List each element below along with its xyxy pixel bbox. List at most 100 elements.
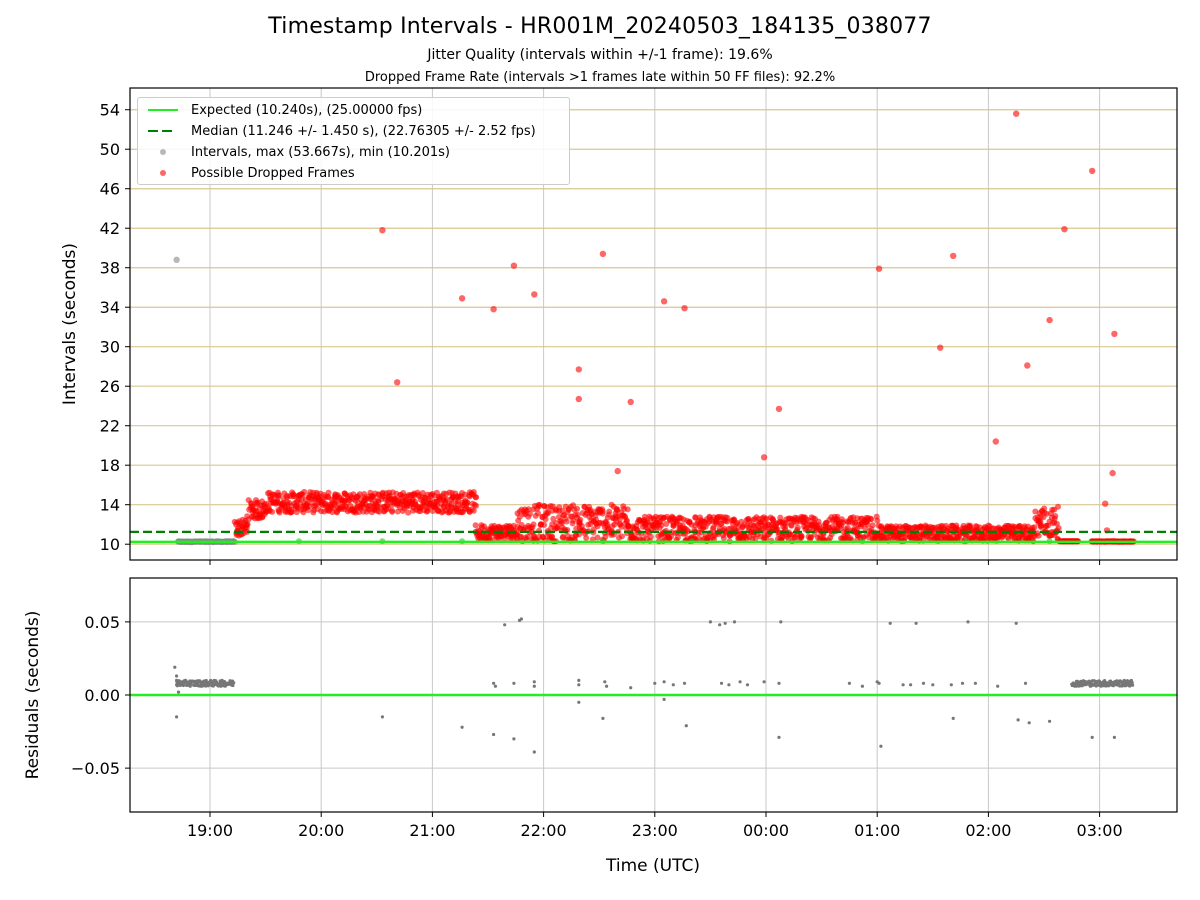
- dropped-frame-point: [1052, 513, 1059, 519]
- dropped-frame-point: [470, 507, 477, 514]
- dropped-frame-point: [536, 501, 543, 508]
- residual-point: [1048, 719, 1052, 723]
- residual-point: [931, 683, 935, 687]
- residual-point: [847, 681, 852, 685]
- dropped-frame-point: [554, 523, 561, 530]
- residual-point: [888, 621, 892, 625]
- dropped-frame-point: [618, 523, 625, 530]
- top-panel-plot: [130, 110, 1177, 546]
- dropped-frame-point: [647, 533, 654, 540]
- dropped-frame-point: [641, 513, 648, 520]
- residual-point: [1016, 718, 1020, 722]
- dropped-frame-point: [329, 509, 336, 516]
- dropped-frame-point: [301, 488, 308, 495]
- dropped-frame-point: [834, 513, 841, 520]
- residual-point: [973, 681, 978, 685]
- dropped-frame-point: [389, 508, 396, 515]
- dropped-frame-point: [288, 506, 295, 513]
- x-tick-label: 21:00: [409, 821, 455, 840]
- legend-item-intervals: Intervals, max (53.667s), min (10.201s): [146, 142, 450, 162]
- dropped-frame-point: [464, 499, 471, 506]
- dropped-frame-point: [724, 514, 731, 521]
- dropped-frame-outlier-point: [1109, 469, 1116, 477]
- top-y-tick-label: 30: [100, 338, 120, 357]
- dropped-frame-point: [356, 491, 363, 498]
- top-y-tick-label: 22: [100, 417, 120, 436]
- residual-point: [532, 680, 536, 684]
- top-y-tick-label: 18: [100, 456, 120, 475]
- residual-point: [175, 678, 179, 683]
- dropped-frame-point: [625, 522, 632, 529]
- dropped-frame-point: [570, 502, 577, 509]
- dropped-frame-outlier-point: [458, 295, 466, 302]
- top-panel-frame: [129, 87, 1178, 561]
- dropped-frame-point: [668, 533, 675, 540]
- residual-point: [601, 716, 605, 721]
- dropped-frame-outlier-point: [490, 306, 497, 313]
- dropped-frame-point: [599, 506, 606, 513]
- residual-point: [684, 724, 688, 728]
- residual-point: [909, 683, 913, 687]
- residual-point: [745, 683, 750, 687]
- dropped-frame-subtitle: Dropped Frame Rate (intervals >1 frames …: [364, 70, 836, 85]
- dropped-frame-outlier-point: [760, 454, 768, 461]
- dropped-frame-point: [530, 521, 537, 528]
- dropped-frame-point: [869, 522, 876, 529]
- dropped-frame-outlier-point: [775, 405, 783, 413]
- x-tick-label: 23:00: [632, 821, 678, 840]
- residual-point: [181, 683, 185, 688]
- residual-point: [603, 680, 607, 684]
- dropped-frame-point: [269, 508, 276, 515]
- dropped-frame-point: [1055, 525, 1062, 532]
- top-y-tick-label: 26: [100, 377, 120, 396]
- residual-point: [577, 700, 581, 704]
- dropped-frame-point: [473, 494, 480, 501]
- dropped-frame-point: [1031, 524, 1038, 531]
- residual-point: [493, 684, 497, 688]
- residual-point: [727, 683, 731, 687]
- top-y-tick-label: 50: [100, 140, 120, 159]
- bottom-y-tick-label: 0.00: [84, 686, 120, 705]
- residual-point: [173, 665, 177, 669]
- residual-point: [532, 684, 536, 688]
- legend-label-expected: Expected (10.240s), (25.00000 fps): [191, 102, 423, 118]
- residual-point: [1027, 721, 1031, 725]
- dropped-frame-outlier-point: [1111, 330, 1118, 338]
- x-axis: 19:00 20:00 21:00 22:00 23:00 00:00 01:00 02:00…: [187, 812, 1123, 840]
- residual-point: [951, 716, 955, 721]
- residual-point: [175, 674, 179, 678]
- x-tick-label: 00:00: [743, 821, 789, 840]
- bottom-panel-plot: [130, 617, 1177, 754]
- dropped-frame-outlier-point: [1061, 226, 1068, 233]
- residual-point: [577, 683, 581, 687]
- legend-swatch-intervals: [146, 142, 180, 162]
- x-tick-label: 02:00: [965, 821, 1011, 840]
- residual-point: [662, 680, 666, 684]
- x-tick-label: 19:00: [187, 821, 233, 840]
- legend-item-median: Median (11.246 +/- 1.450 s), (22.76305 +…: [146, 121, 536, 141]
- residual-point: [901, 683, 905, 687]
- legend-label-intervals: Intervals, max (53.667s), min (10.201s): [191, 144, 450, 160]
- top-panel-y-axis: 10 14 18 22 26 30 34 38 42 46 50 54: [100, 101, 1101, 565]
- residual-point: [512, 681, 516, 685]
- dropped-frame-outlier-point: [1046, 316, 1053, 324]
- bottom-y-tick-label: 0.05: [84, 613, 120, 632]
- jitter-subtitle: Jitter Quality (intervals within +/-1 fr…: [427, 47, 773, 63]
- dropped-frame-point: [574, 511, 581, 518]
- x-tick-label: 22:00: [521, 821, 567, 840]
- dropped-frame-point: [527, 510, 533, 517]
- residual-point: [220, 678, 224, 683]
- dropped-frame-outlier-point: [599, 250, 607, 258]
- dropped-frame-point: [602, 533, 609, 540]
- x-tick-label: 20:00: [298, 821, 344, 840]
- residual-point: [532, 750, 536, 754]
- dropped-frame-point: [583, 535, 590, 541]
- dropped-frame-outlier-point: [992, 438, 999, 445]
- top-y-axis-label: Intervals (seconds): [60, 243, 80, 405]
- residual-point: [914, 621, 918, 625]
- residual-point: [492, 681, 496, 685]
- residual-point: [777, 681, 781, 685]
- top-y-tick-label: 14: [100, 496, 120, 515]
- dropped-frame-point: [563, 518, 570, 525]
